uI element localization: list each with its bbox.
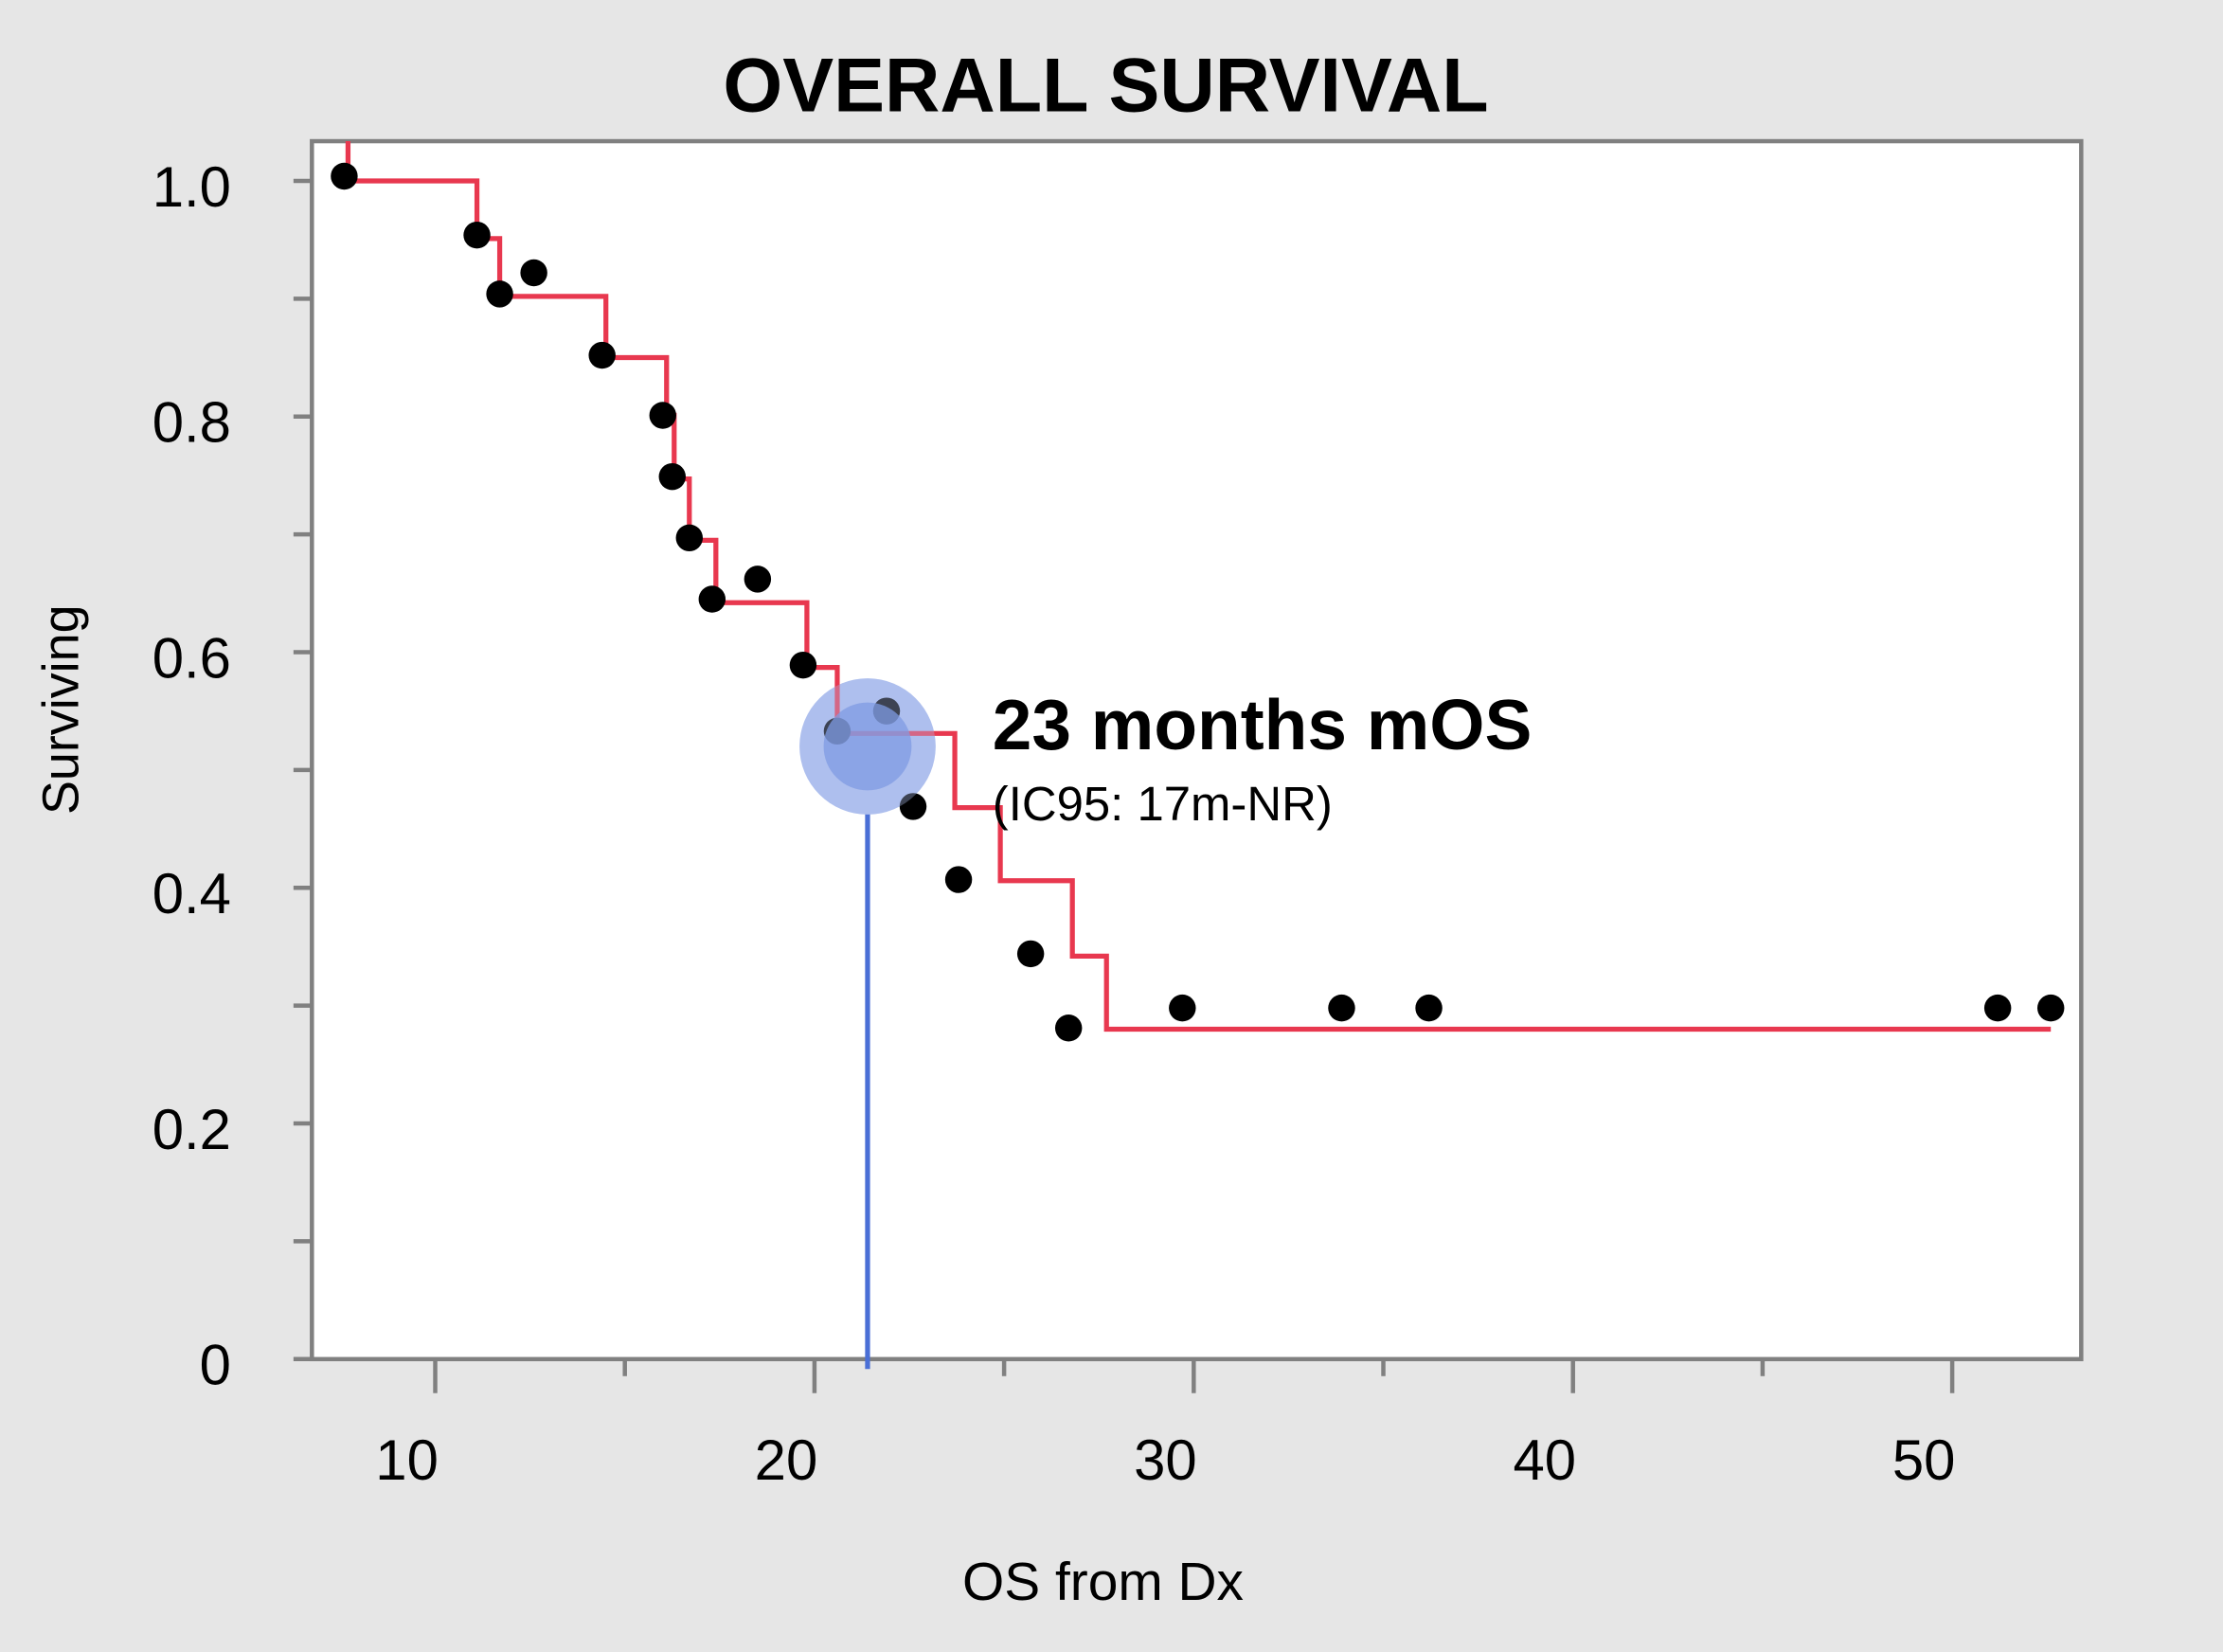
y-tick-label: 0.6	[152, 626, 231, 690]
event-point	[463, 221, 491, 249]
censored-point	[520, 259, 547, 287]
survival-curve	[345, 141, 2052, 1032]
y-axis-label: Surviving	[32, 604, 89, 815]
x-tick-label: 20	[755, 1428, 818, 1492]
x-axis-label: OS from Dx	[962, 1553, 1244, 1612]
chart-title: OVERALL SURVIVAL	[723, 44, 1488, 129]
censored-point	[744, 566, 772, 593]
censored-point	[1169, 994, 1196, 1022]
median-inner-circle	[823, 702, 912, 791]
axes: 0 0.2 0.4 0.6 0.8 1.0 10 20 30 40 50	[152, 155, 1956, 1492]
x-tick-label: 50	[1892, 1428, 1956, 1492]
event-point	[331, 162, 358, 190]
y-tick-label: 1.0	[152, 155, 231, 219]
event-point	[675, 524, 704, 552]
y-tick-label: 0.2	[152, 1098, 231, 1161]
event-point	[486, 280, 513, 308]
event-point	[698, 585, 726, 613]
censored-point	[1328, 994, 1355, 1022]
x-tick-label: 30	[1134, 1428, 1197, 1492]
median-overlay	[799, 678, 936, 815]
x-tick-label: 10	[375, 1428, 439, 1492]
censored-point	[1983, 994, 2012, 1022]
censored-point	[2036, 994, 2065, 1022]
median-annotation-detail: (IC95: 17m-NR)	[993, 777, 1333, 831]
x-tick-label: 40	[1513, 1428, 1576, 1492]
y-tick-label: 0.4	[152, 862, 231, 925]
y-tick-label: 0	[200, 1334, 231, 1397]
y-tick-label: 0.8	[152, 391, 231, 455]
event-point	[588, 341, 616, 369]
median-annotation-headline: 23 months mOS	[993, 685, 1533, 764]
event-point	[649, 402, 676, 429]
event-point	[899, 793, 927, 820]
event-point	[944, 866, 973, 893]
event-point	[658, 462, 686, 491]
survival-step-line	[345, 141, 2052, 1032]
event-point	[1016, 940, 1045, 968]
event-point	[789, 651, 817, 679]
event-point	[1054, 1015, 1083, 1042]
censored-point	[1415, 994, 1443, 1022]
